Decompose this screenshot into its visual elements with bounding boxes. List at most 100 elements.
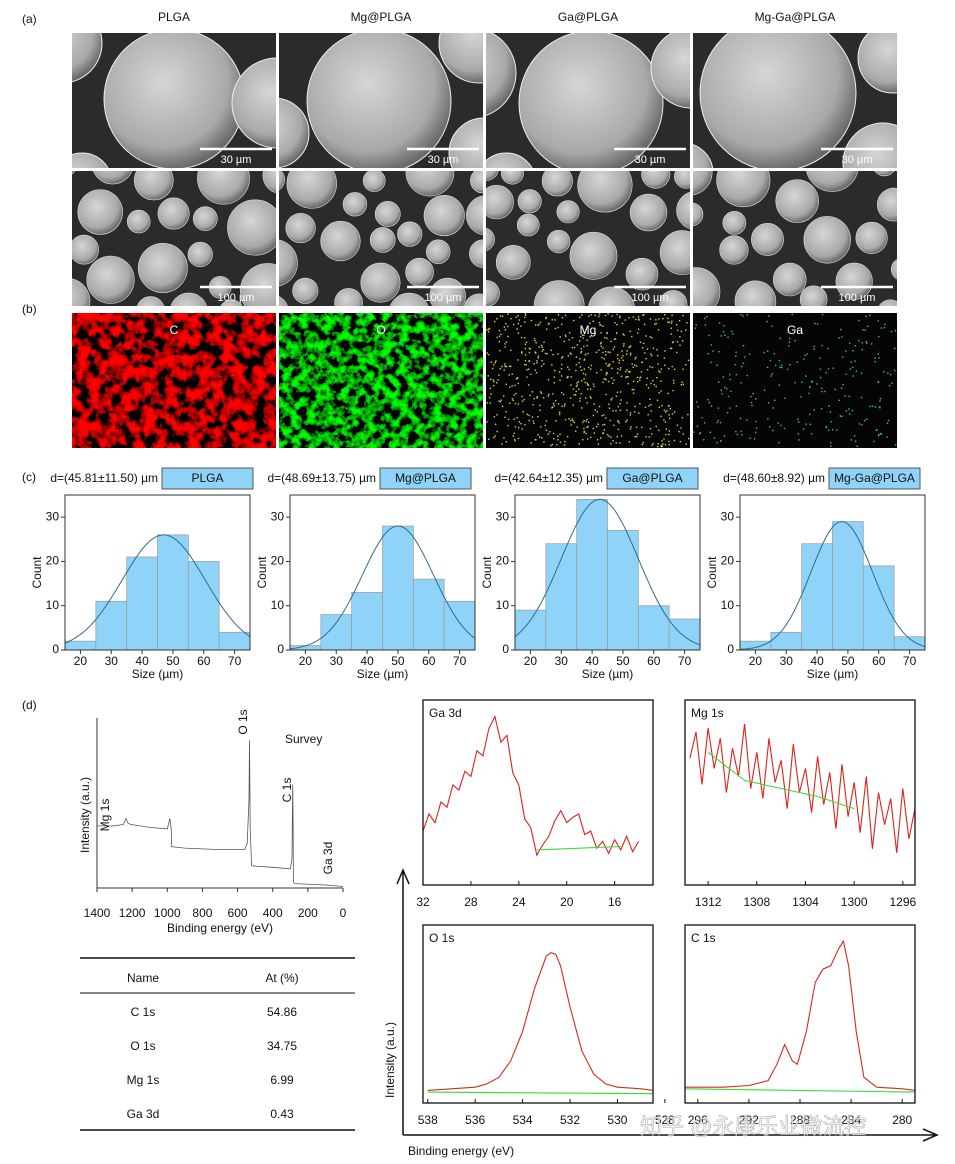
- eds-dot: [682, 433, 685, 435]
- legend-label: Ga@PLGA: [622, 471, 682, 485]
- microsphere: [231, 57, 276, 149]
- eds-dot: [766, 320, 768, 323]
- eds-dot: [557, 353, 559, 355]
- bar: [668, 618, 701, 651]
- eds-dot: [611, 367, 613, 370]
- bar: [351, 592, 383, 651]
- x-tick-label: 60: [647, 654, 661, 668]
- eds-dot: [546, 353, 548, 355]
- eds-dot: [626, 419, 628, 421]
- eds-dot: [596, 439, 599, 441]
- eds-dot: [540, 365, 543, 367]
- spectrum-line: [707, 751, 855, 810]
- eds-dot: [682, 383, 685, 386]
- microsphere: [659, 230, 690, 275]
- eds-dot: [676, 341, 679, 343]
- x-tick-label: 532: [560, 1113, 580, 1127]
- x-tick-label: 40: [810, 654, 824, 668]
- eds-dot: [578, 388, 580, 390]
- bar: [801, 543, 833, 651]
- eds-dot: [554, 327, 557, 330]
- eds-dot: [535, 371, 538, 374]
- eds-dot: [716, 441, 718, 444]
- plot-frame: [684, 699, 916, 886]
- eds-dot: [509, 402, 511, 404]
- eds-dot: [750, 395, 752, 398]
- eds-dot: [539, 409, 541, 411]
- eds-dot: [498, 400, 500, 402]
- eds-dot: [677, 329, 679, 332]
- eds-dot: [664, 443, 667, 446]
- eds-dot: [866, 342, 868, 344]
- eds-dot: [852, 375, 854, 377]
- x-tick-label: 50: [841, 654, 855, 668]
- eds-dot: [546, 328, 548, 330]
- eds-dot: [626, 350, 628, 352]
- bar: [126, 556, 158, 651]
- eds-dot: [805, 423, 807, 425]
- eds-dot: [575, 390, 577, 393]
- eds-dot: [538, 436, 541, 438]
- x-tick-label: 1000: [154, 906, 181, 920]
- annotation: Ga 3d: [321, 842, 335, 875]
- y-axis-label: Intensity (a.u.): [383, 1022, 397, 1098]
- eds-dot: [516, 328, 518, 330]
- eds-dot: [680, 330, 683, 333]
- eds-dot: [590, 364, 593, 367]
- eds-dot: [740, 382, 742, 384]
- eds-dot: [544, 424, 546, 427]
- eds-dot: [507, 424, 509, 427]
- eds-dot: [665, 428, 667, 430]
- eds-dot: [514, 439, 516, 442]
- eds-dot: [534, 324, 537, 326]
- eds-dot: [649, 365, 651, 368]
- y-tick-label: 30: [46, 509, 60, 523]
- microsphere: [569, 231, 618, 280]
- eds-dot: [542, 349, 545, 351]
- eds-dot: [848, 408, 850, 410]
- eds-dot: [616, 357, 619, 360]
- microsphere: [72, 171, 76, 175]
- bar: [412, 578, 445, 651]
- eds-dot: [824, 390, 826, 393]
- eds-dot: [560, 363, 563, 366]
- eds-dot: [718, 322, 721, 324]
- eds-dot: [649, 336, 651, 338]
- eds-dot: [582, 372, 585, 375]
- eds-dot: [674, 368, 676, 371]
- eds-dot: [878, 433, 880, 436]
- eds-dot: [809, 413, 811, 416]
- eds-dot: [521, 428, 523, 430]
- eds-dot: [637, 328, 640, 330]
- eds-dot: [629, 354, 632, 356]
- microsphere: [517, 189, 542, 214]
- x-tick-label: 284: [841, 1113, 861, 1127]
- eds-dot: [615, 332, 618, 334]
- microsphere: [486, 227, 495, 251]
- eds-dot: [828, 429, 830, 431]
- eds-dot: [562, 356, 564, 358]
- x-axis-label: Size (µm): [807, 667, 859, 681]
- eds-dot: [667, 392, 669, 395]
- eds-dot: [582, 337, 584, 339]
- microsphere: [486, 171, 499, 181]
- eds-dot: [655, 319, 657, 321]
- eds-dot: [633, 411, 636, 413]
- eds-dot: [517, 403, 520, 405]
- microsphere: [227, 199, 276, 256]
- eds-dot: [574, 394, 577, 396]
- eds-dot: [521, 352, 523, 354]
- scale-label: 100 µm: [218, 292, 255, 304]
- eds-dot: [613, 346, 616, 348]
- eds-dot: [838, 399, 840, 402]
- eds-dot: [656, 376, 658, 379]
- y-axis-label: Count: [480, 556, 494, 589]
- eds-dot: [779, 337, 782, 339]
- x-tick-label: 60: [197, 654, 211, 668]
- eds-dot: [487, 328, 490, 331]
- eds-dot: [494, 435, 496, 437]
- eds-dot: [708, 401, 711, 404]
- eds-dot: [576, 384, 579, 386]
